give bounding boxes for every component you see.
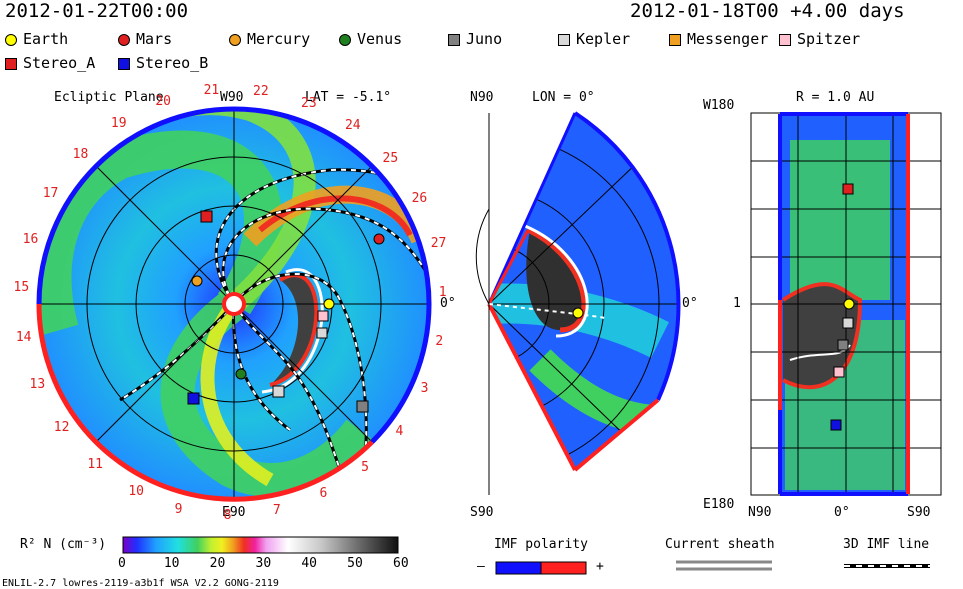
sector-number: 16 — [22, 231, 39, 247]
legend-juno-marker — [448, 34, 460, 46]
legend-messenger-label: Messenger — [687, 30, 769, 48]
s90-label: S90 — [470, 505, 494, 520]
lon-label: LON = 0° — [532, 90, 595, 105]
legend-kepler-label: Kepler — [576, 30, 631, 48]
sphere-map-panel — [750, 112, 942, 496]
colorbar-tick: 40 — [301, 556, 317, 571]
legend-juno-label: Juno — [466, 30, 503, 48]
sector-number: 8 — [223, 507, 232, 523]
sector-number: 19 — [110, 115, 127, 131]
colorbar-tick: 60 — [393, 556, 409, 571]
legend-venus-marker — [339, 34, 351, 46]
imf-polarity-label: IMF polarity — [494, 537, 588, 552]
radius-title: R = 1.0 AU — [796, 90, 875, 105]
sector-number: 24 — [344, 118, 361, 134]
run-time-label: 2012-01-18T00 +4.00 days — [630, 0, 905, 22]
panel3-zero-label: 0° — [834, 505, 850, 520]
panel3-s90-label: S90 — [907, 505, 931, 520]
sector-number: 2 — [435, 334, 444, 350]
sector-number: 15 — [13, 280, 30, 296]
sector-number: 25 — [382, 150, 399, 166]
panel1-zero-label: 0° — [440, 296, 456, 311]
legend-stereo-a-marker — [5, 58, 17, 70]
sector-number: 9 — [174, 501, 183, 517]
imf-line-label: 3D IMF line — [843, 537, 930, 552]
lat-label: LAT = -5.1° — [305, 90, 392, 105]
legend-venus-label: Venus — [357, 30, 403, 48]
mars-marker — [373, 233, 385, 245]
w180-label: W180 — [703, 98, 735, 113]
legend-mercury-label: Mercury — [247, 30, 311, 48]
earth-marker — [323, 298, 335, 310]
sector-number: 23 — [301, 95, 317, 111]
legend-stereo-b-label: Stereo_B — [136, 54, 209, 72]
sector-number: 5 — [361, 459, 369, 475]
panel3-one-label: 1 — [733, 296, 741, 311]
panel2-zero-label: 0° — [682, 296, 698, 311]
colorbar-tick: 0 — [118, 556, 126, 571]
e180-label: E180 — [703, 497, 735, 512]
model-footer: ENLIL-2.7 lowres-2119-a3b1f WSA V2.2 GON… — [2, 578, 279, 589]
legend-mars-marker — [118, 34, 130, 46]
sector-number: 6 — [319, 486, 328, 502]
sector-number: 10 — [128, 484, 144, 500]
mercury-marker — [191, 275, 203, 287]
density-colorbar — [122, 536, 399, 554]
legend-stereo-b-marker — [118, 58, 130, 70]
imf-plus: + — [596, 559, 604, 574]
model-time-label: 2012-01-22T00:00 — [5, 0, 189, 22]
sector-number: 21 — [203, 83, 220, 99]
messenger-marker — [317, 310, 329, 322]
ecliptic-plane-panel — [36, 106, 432, 502]
sector-number: 14 — [15, 329, 32, 345]
w90-label: W90 — [220, 90, 244, 105]
sector-number: 1 — [438, 284, 447, 300]
venus-marker — [235, 368, 247, 380]
legend-spitzer-marker — [779, 34, 791, 46]
legend-mars-label: Mars — [136, 30, 173, 48]
legend-messenger-marker — [669, 34, 681, 46]
sector-number: 26 — [411, 190, 428, 206]
sector-number: 3 — [420, 381, 429, 397]
juno-marker — [356, 400, 369, 413]
legend-kepler-marker — [558, 34, 570, 46]
sector-number: 7 — [272, 502, 281, 518]
sector-number: 13 — [29, 377, 46, 393]
sector-number: 4 — [395, 424, 404, 440]
colorbar-tick: 30 — [255, 556, 272, 571]
stereo-a-marker — [200, 210, 213, 223]
n90-label: N90 — [470, 90, 494, 105]
current-sheath-label: Current sheath — [665, 537, 775, 552]
sector-number: 18 — [72, 147, 89, 163]
sector-number: 11 — [87, 456, 103, 472]
e90-label: E90 — [222, 505, 246, 520]
legend-stereo-a-label: Stereo_A — [23, 54, 96, 72]
sector-number: 27 — [430, 236, 447, 252]
ecliptic-plane-title: Ecliptic Plane — [54, 90, 164, 105]
legend-spitzer-label: Spitzer — [797, 30, 861, 48]
colorbar-tick: 20 — [209, 556, 226, 571]
imf-minus: – — [477, 559, 485, 574]
spitzer-marker — [316, 327, 328, 339]
colorbar-label: R² N (cm⁻³) — [20, 537, 107, 552]
legend-earth-marker — [5, 34, 17, 46]
kepler-marker — [272, 385, 285, 398]
legend-earth-label: Earth — [23, 30, 69, 48]
legend-mercury-marker — [229, 34, 241, 46]
panel3-n90-label: N90 — [748, 505, 772, 520]
colorbar-tick: 10 — [163, 556, 180, 571]
sector-number: 17 — [42, 186, 59, 202]
colorbar-tick: 50 — [347, 556, 363, 571]
stereo-b-marker — [187, 392, 200, 405]
sector-number: 22 — [253, 83, 269, 99]
sector-number: 20 — [155, 94, 171, 110]
sector-number: 12 — [53, 420, 70, 436]
